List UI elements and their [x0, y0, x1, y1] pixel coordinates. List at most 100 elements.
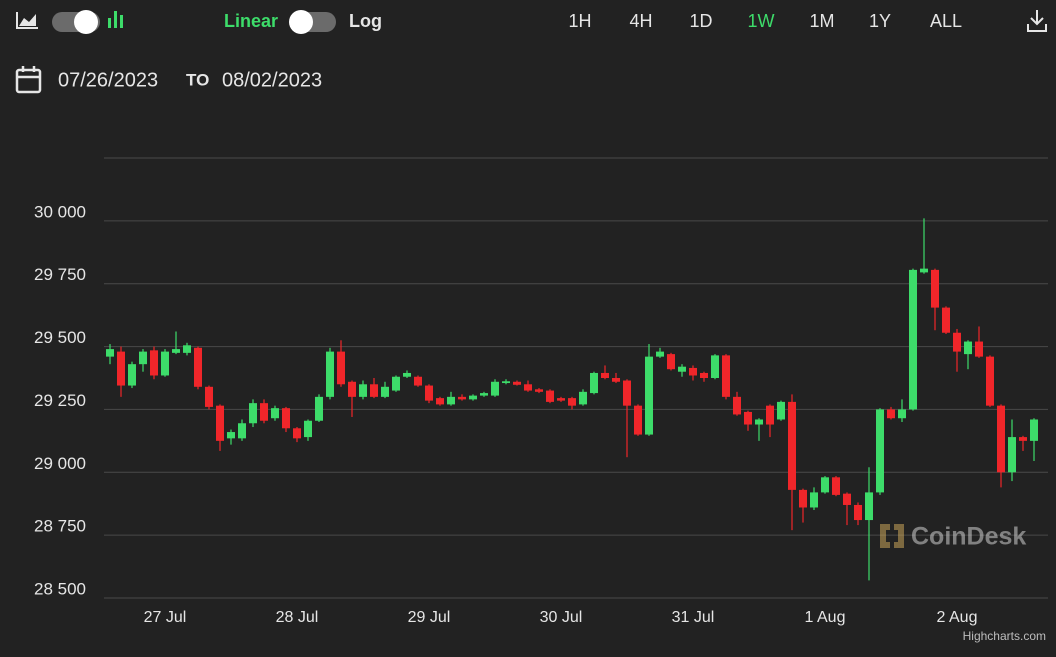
candle-body	[502, 381, 510, 384]
candle-body	[568, 398, 576, 406]
candle-body	[876, 409, 884, 493]
candle-body	[612, 378, 620, 382]
candle-body	[590, 372, 598, 394]
candle-body	[392, 376, 400, 391]
y-tick-label: 29 750	[34, 265, 86, 284]
credits[interactable]: Highcharts.com	[963, 629, 1046, 643]
range-buttons: 1H 4H 1D 1W 1M 1Y ALL	[568, 11, 962, 31]
candle-body	[931, 269, 939, 308]
date-to[interactable]: 08/02/2023	[222, 69, 322, 91]
range-button[interactable]: ALL	[930, 11, 962, 31]
candle-body	[557, 398, 565, 401]
candle-body	[447, 396, 455, 405]
candle-body	[513, 381, 521, 385]
candle-body	[1008, 437, 1016, 473]
candle-body	[579, 391, 587, 405]
candle-body	[865, 492, 873, 521]
candle-body	[436, 398, 444, 405]
scale-option[interactable]: Log	[349, 11, 382, 31]
candle-body	[711, 355, 719, 378]
candle-body	[425, 385, 433, 401]
y-tick-label: 30 000	[34, 202, 86, 221]
candle-body	[755, 419, 763, 425]
candle-body	[1019, 437, 1027, 441]
range-button[interactable]: 1W	[748, 11, 775, 31]
candle-body	[469, 395, 477, 400]
candle-body	[337, 351, 345, 385]
candle-body	[920, 268, 928, 273]
range-button[interactable]: 1D	[689, 11, 712, 31]
candle-body	[1030, 419, 1038, 441]
candle-body	[887, 409, 895, 419]
candle-body	[194, 347, 202, 387]
candle-body	[304, 420, 312, 438]
range-button[interactable]: 1Y	[869, 11, 891, 31]
y-tick-label: 29 000	[34, 454, 86, 473]
x-tick-label: 28 Jul	[276, 609, 319, 626]
candle-body	[634, 405, 642, 435]
calendar-icon[interactable]	[15, 66, 42, 94]
candle-body	[986, 356, 994, 406]
x-tick-label: 27 Jul	[144, 609, 187, 626]
candle-body	[766, 405, 774, 425]
watermark: CoinDesk	[880, 523, 1026, 551]
candle-body	[733, 396, 741, 415]
candle-body	[975, 341, 983, 357]
x-tick-label: 31 Jul	[672, 609, 715, 626]
candle-body	[546, 390, 554, 402]
bar-chart-icon[interactable]	[108, 11, 123, 28]
candle-body	[964, 341, 972, 355]
scale-toggle[interactable]	[289, 10, 336, 34]
candle-body	[205, 386, 213, 407]
y-tick-label: 29 500	[34, 328, 86, 347]
candle-body	[645, 356, 653, 435]
chart-type-toggle[interactable]	[52, 10, 100, 34]
candle-body	[326, 351, 334, 397]
date-from[interactable]: 07/26/2023	[58, 69, 158, 91]
candle-body	[117, 351, 125, 386]
y-tick-label: 28 750	[34, 517, 86, 536]
candle-body	[480, 393, 488, 396]
x-tick-label: 1 Aug	[805, 609, 846, 626]
candle-body	[491, 381, 499, 396]
download-icon[interactable]	[1027, 10, 1047, 32]
candle-body	[238, 423, 246, 439]
candle-body	[898, 409, 906, 419]
y-tick-label: 29 250	[34, 391, 86, 410]
candle-body	[535, 389, 543, 392]
candle-body	[601, 372, 609, 378]
y-tick-label: 28 500	[34, 579, 86, 598]
candle-body	[777, 401, 785, 420]
candle-body	[414, 376, 422, 386]
area-chart-icon[interactable]	[16, 12, 38, 29]
candle-body	[623, 380, 631, 406]
scale-option[interactable]: Linear	[224, 11, 278, 31]
candle-body	[788, 401, 796, 490]
candle-body	[821, 477, 829, 493]
watermark-text: CoinDesk	[911, 523, 1026, 551]
candle-body	[216, 405, 224, 441]
candle-body	[810, 492, 818, 508]
candle-body	[953, 332, 961, 352]
candle-body	[161, 351, 169, 376]
candle-body	[260, 403, 268, 421]
range-button[interactable]: 1M	[809, 11, 834, 31]
candle-body	[183, 345, 191, 353]
range-button[interactable]: 1H	[568, 11, 591, 31]
range-button[interactable]: 4H	[629, 11, 652, 31]
candle-body	[656, 351, 664, 357]
candle-body	[282, 408, 290, 429]
candle-body	[667, 354, 675, 370]
candle-body	[997, 405, 1005, 473]
candle-body	[172, 349, 180, 353]
candle-body	[843, 493, 851, 505]
candle-body	[678, 366, 686, 372]
candle-body	[722, 355, 730, 397]
candle-body	[689, 367, 697, 376]
candle-body	[942, 307, 950, 333]
candle-body	[909, 269, 917, 410]
candle-body	[139, 351, 147, 365]
candle-body	[359, 384, 367, 397]
plot-area: 28 500 28 750 29 000 29 250 29 500 29 750 30 0…	[34, 157, 1048, 626]
